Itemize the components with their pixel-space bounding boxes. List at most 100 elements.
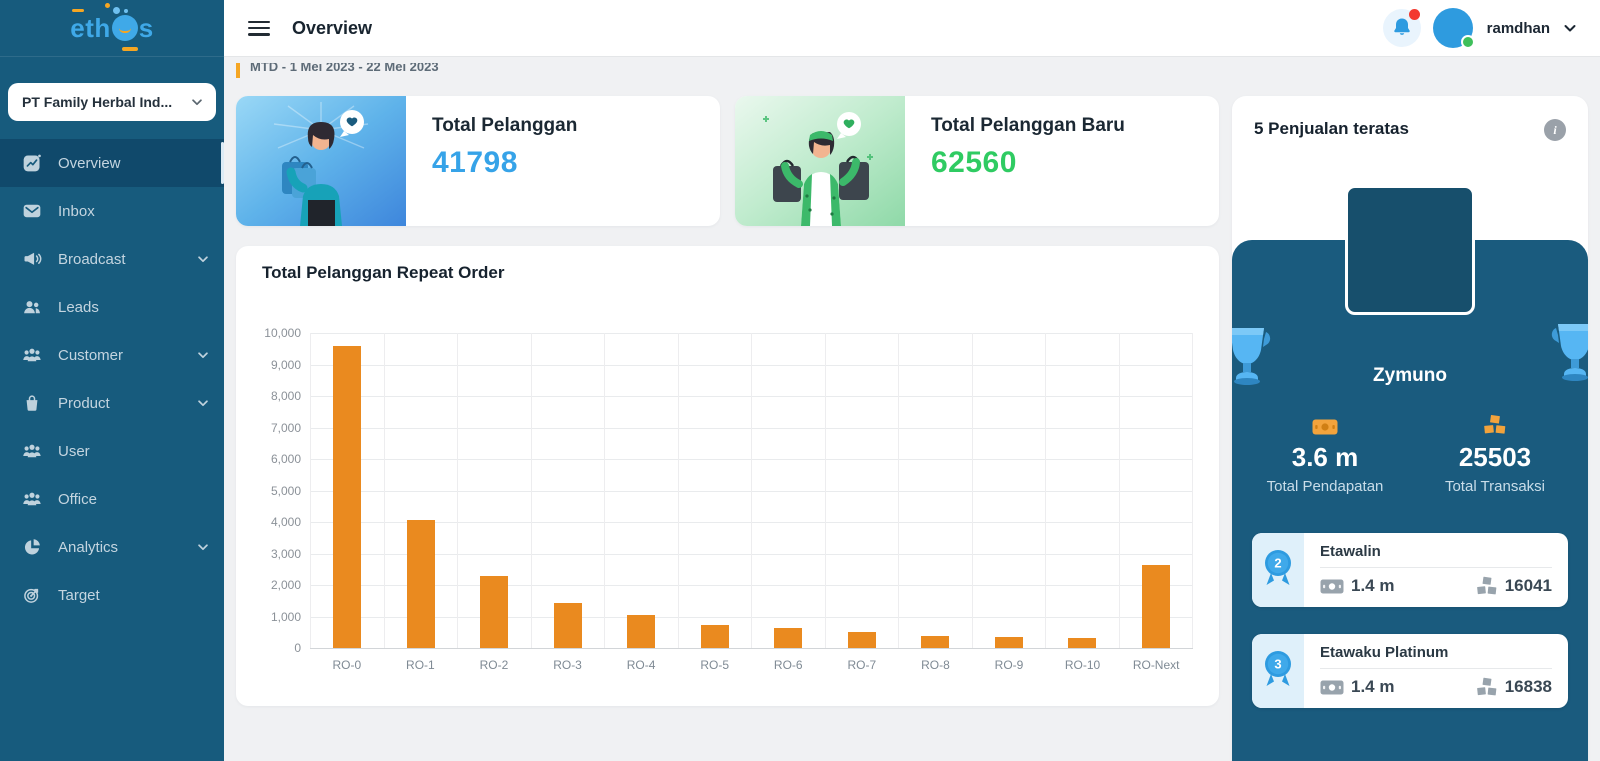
avatar[interactable]	[1432, 8, 1475, 49]
transactions-stat: 25503 Total Transaksi	[1410, 413, 1580, 495]
sidebar: eth s PT Family Herbal Ind... Overview Inb…	[0, 0, 224, 761]
menu-toggle-button[interactable]	[248, 20, 270, 36]
svg-text:3: 3	[1274, 656, 1281, 671]
date-range-label[interactable]: MTD - 1 Mei 2023 - 22 Mei 2023	[236, 63, 439, 78]
bell-icon	[1393, 17, 1411, 39]
top-product-image	[1345, 185, 1475, 315]
chart-y-axis: 10,000 9,000 8,000 7,000 6,000 5,000 4,000 3,00…	[262, 326, 310, 655]
sidebar-item-broadcast[interactable]: Broadcast	[0, 235, 224, 283]
bar-ro-7[interactable]	[847, 632, 876, 648]
customer-illustration	[236, 96, 406, 226]
bar-ro-2[interactable]	[480, 575, 509, 648]
users-group-icon	[22, 441, 42, 461]
transactions-label: Total Transaksi	[1444, 478, 1546, 495]
new-customers-body: Total Pelanggan Baru 62560	[905, 96, 1151, 226]
svg-text:2: 2	[1274, 555, 1281, 570]
company-selector[interactable]: PT Family Herbal Ind...	[8, 83, 216, 121]
item-revenue: 1.4 m	[1320, 677, 1394, 697]
bar-ro-1[interactable]	[406, 520, 435, 648]
x-axis-label: RO-3	[553, 658, 582, 672]
sidebar-item-target[interactable]: Target	[0, 571, 224, 619]
user-name: ramdhan	[1486, 19, 1550, 37]
money-icon	[1240, 413, 1410, 435]
new-customers-card: Total Pelanggan Baru 62560	[735, 96, 1219, 226]
y-axis-tick: 3,000	[270, 546, 301, 561]
trophy-icon	[1548, 318, 1588, 387]
bar-ro-5[interactable]	[700, 624, 729, 648]
y-axis-tick: 5,000	[270, 483, 301, 498]
logo-bubble-o	[104, 3, 138, 41]
rank-badge: 2	[1260, 547, 1296, 594]
top-product-stats: 3.6 m Total Pendapatan 25503 Total Trans…	[1232, 413, 1588, 495]
bar-ro-8[interactable]	[921, 635, 950, 648]
top-sales-list: 2 Etawalin 1.4 m 16041 3 Etawaku Platinum 1.4 …	[1232, 533, 1588, 728]
top-sales-card: 5 Penjualan teratas i Zymuno	[1232, 96, 1588, 761]
sidebar-menu: Overview Inbox Broadcast Leads Customer Produ…	[0, 139, 224, 619]
total-customers-body: Total Pelanggan 41798	[406, 96, 603, 226]
sidebar-item-leads[interactable]: Leads	[0, 283, 224, 331]
top-sales-header: 5 Penjualan teratas i	[1232, 96, 1588, 240]
sidebar-item-label: User	[58, 442, 90, 460]
x-axis-label: RO-7	[847, 658, 877, 672]
revenue-value: 3.6 m	[1291, 442, 1359, 472]
item-product-name: Etawalin	[1320, 543, 1381, 560]
sidebar-item-label: Inbox	[58, 202, 95, 220]
sidebar-item-user[interactable]: User	[0, 427, 224, 475]
sidebar-item-product[interactable]: Product	[0, 379, 224, 427]
chevron-down-icon	[196, 396, 210, 410]
topbar: Overview ramdhan	[224, 0, 1600, 57]
logo-underline	[121, 46, 138, 51]
sidebar-item-label: Product	[58, 394, 110, 412]
rank-badge: 3	[1260, 648, 1296, 695]
bar-ro-9[interactable]	[994, 636, 1023, 648]
bar-ro-next[interactable]	[1141, 565, 1170, 648]
repeat-order-chart-card: Total Pelanggan Repeat Order 10,000 9,000…	[236, 246, 1219, 706]
sidebar-item-analytics[interactable]: Analytics	[0, 523, 224, 571]
top-sales-item-2[interactable]: 2 Etawalin 1.4 m 16041	[1252, 533, 1568, 607]
item-transactions: 16838	[1475, 677, 1552, 697]
item-body: Etawalin 1.4 m 16041	[1304, 533, 1568, 607]
notification-badge	[1408, 9, 1420, 20]
users-group-icon	[22, 489, 42, 509]
x-axis-label: RO-4	[626, 658, 656, 672]
y-axis-tick: 7,000	[270, 420, 301, 435]
bar-ro-3[interactable]	[553, 602, 582, 648]
item-transactions-value: 16041	[1504, 576, 1552, 595]
online-status-dot	[1460, 35, 1475, 49]
sidebar-item-overview[interactable]: Overview	[0, 139, 224, 187]
boxes-icon	[1410, 413, 1580, 435]
sidebar-item-customer[interactable]: Customer	[0, 331, 224, 379]
sidebar-item-office[interactable]: Office	[0, 475, 224, 523]
main-column: Total Pelanggan 41798	[236, 96, 1219, 706]
bar-ro-0[interactable]	[333, 345, 362, 648]
dashboard-layout: Total Pelanggan 41798	[236, 96, 1588, 761]
item-revenue-value: 1.4 m	[1351, 576, 1395, 595]
bag-icon	[22, 393, 42, 413]
chart-plot-area: RO-0 RO-1 RO-2 RO-3 RO-4 RO-5 RO-6 RO-7 RO-8 RO-9…	[310, 333, 1193, 674]
info-icon[interactable]: i	[1544, 119, 1566, 141]
megaphone-icon	[22, 249, 42, 269]
bar-ro-6[interactable]	[774, 628, 803, 648]
revenue-stat: 3.6 m Total Pendapatan	[1240, 413, 1410, 495]
x-axis-label: RO-1	[406, 658, 435, 672]
item-revenue-value: 1.4 m	[1351, 677, 1395, 696]
top-sales-hero-panel: Zymuno 3.6 m Total Pendapatan	[1232, 185, 1588, 761]
bar-ro-4[interactable]	[627, 614, 656, 648]
x-axis-label: RO-Next	[1132, 658, 1180, 672]
sidebar-item-inbox[interactable]: Inbox	[0, 187, 224, 235]
logo-row: eth s	[0, 0, 224, 57]
y-axis-tick: 8,000	[270, 389, 301, 403]
bar-ro-10[interactable]	[1068, 637, 1097, 648]
x-axis-label: RO-6	[773, 658, 803, 672]
top-sales-item-3[interactable]: 3 Etawaku Platinum 1.4 m 16838	[1252, 634, 1568, 708]
chart-title: Total Pelanggan Repeat Order	[262, 263, 505, 282]
chart-bars	[310, 333, 1193, 648]
user-menu-chevron-icon[interactable]	[1562, 20, 1578, 36]
date-filter-clipped: MTD - 1 Mei 2023 - 22 Mei 2023	[236, 63, 1588, 79]
topbar-right: ramdhan	[1382, 8, 1578, 49]
x-axis-label: RO-9	[994, 658, 1024, 672]
y-axis-tick: 0	[294, 641, 301, 655]
notifications-button[interactable]	[1382, 9, 1421, 47]
y-axis-tick: 9,000	[270, 357, 301, 372]
